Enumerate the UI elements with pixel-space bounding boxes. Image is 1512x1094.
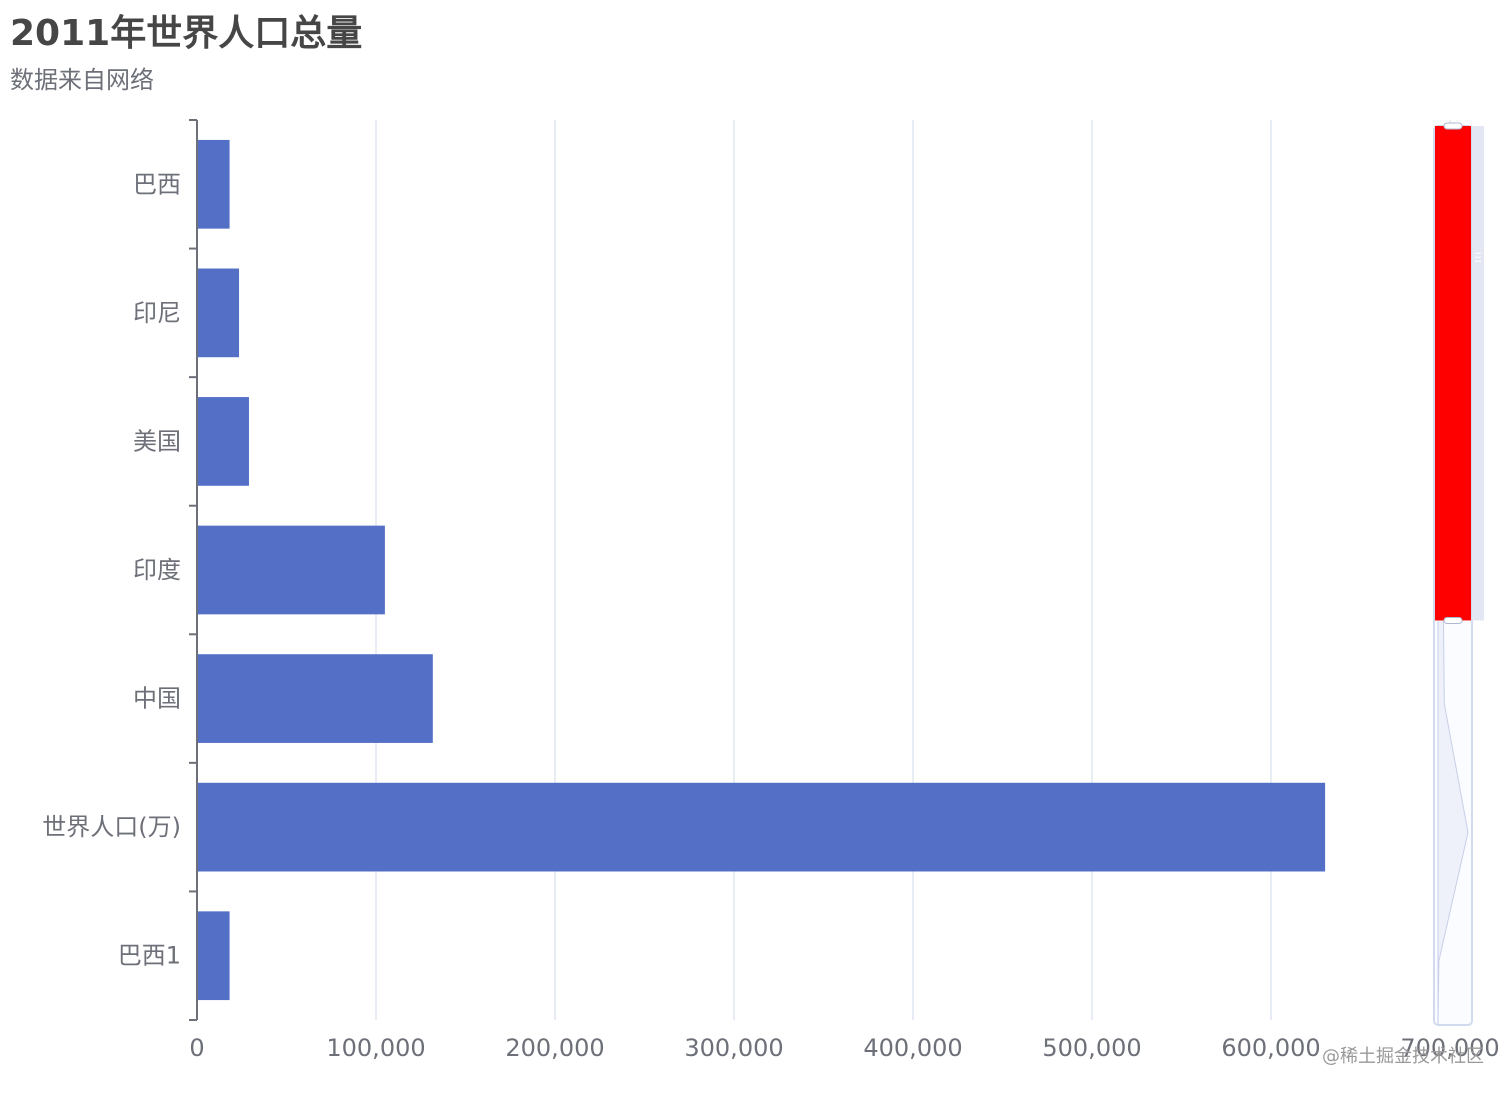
zoom-selected-range[interactable] bbox=[1435, 126, 1471, 621]
x-tick-label: 500,000 bbox=[1042, 1034, 1141, 1062]
data-zoom-slider[interactable] bbox=[1433, 122, 1484, 1026]
x-tick-label: 100,000 bbox=[326, 1034, 425, 1062]
x-tick-label: 700,000 bbox=[1400, 1034, 1499, 1062]
x-tick-label: 600,000 bbox=[1221, 1034, 1320, 1062]
y-category-label: 印尼 bbox=[133, 299, 181, 327]
watermark: @稀土掘金技术社区 bbox=[1322, 1046, 1484, 1067]
y-category-label: 巴西1 bbox=[118, 942, 181, 970]
y-category-label: 美国 bbox=[133, 427, 181, 455]
x-tick-label: 200,000 bbox=[505, 1034, 604, 1062]
x-tick-label: 400,000 bbox=[863, 1034, 962, 1062]
bar bbox=[197, 139, 230, 229]
y-category-label: 印度 bbox=[133, 556, 181, 584]
x-tick-label: 300,000 bbox=[684, 1034, 783, 1062]
zoom-handle[interactable] bbox=[1443, 616, 1463, 624]
axes: 0 100,000 200,000 300,000 400,000 500,000 600,… bbox=[42, 119, 1500, 1062]
bar bbox=[197, 654, 433, 743]
zoom-move-handle[interactable] bbox=[1472, 126, 1484, 621]
chart-subtitle: 数据来自网络 bbox=[10, 66, 154, 94]
y-category-label: 中国 bbox=[133, 685, 181, 713]
grid-lines bbox=[375, 120, 1451, 1020]
bars bbox=[197, 139, 1326, 1001]
chart-title: 2011年世界人口总量 bbox=[10, 13, 363, 54]
bar bbox=[197, 911, 230, 1001]
y-category-label: 巴西 bbox=[133, 170, 181, 198]
bar bbox=[197, 782, 1326, 872]
y-category-label: 世界人口(万) bbox=[42, 813, 181, 841]
bar bbox=[197, 268, 240, 358]
zoom-handle[interactable] bbox=[1443, 122, 1463, 130]
bar bbox=[197, 397, 249, 486]
bar bbox=[197, 525, 385, 615]
x-tick-label: 0 bbox=[189, 1034, 204, 1062]
